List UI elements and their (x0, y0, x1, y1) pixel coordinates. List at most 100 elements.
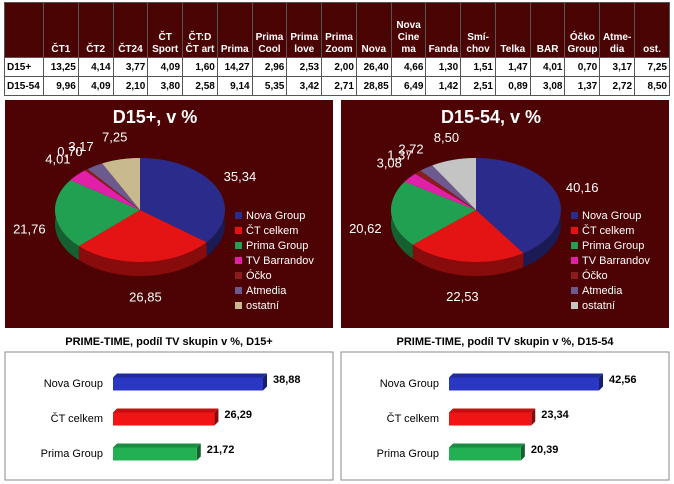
cell: 3,42 (286, 76, 323, 96)
data-label: 26,29 (224, 409, 252, 421)
bar (449, 447, 521, 461)
bar (449, 377, 599, 391)
category-label: Nova Group (380, 378, 439, 390)
legend-label: ČT celkem (246, 224, 298, 237)
column-header: Smí- chov (460, 2, 496, 58)
column-header: Telka (494, 2, 531, 58)
cell: 2,10 (112, 76, 149, 96)
legend-label: TV Barrandov (246, 255, 314, 267)
legend-swatch (235, 242, 242, 249)
bar-top (113, 443, 201, 448)
data-label: 38,88 (273, 374, 301, 386)
category-label: Nova Group (44, 378, 103, 390)
data-label: 40,16 (566, 180, 599, 195)
legend-label: Óčko (582, 269, 608, 282)
cell: 2,72 (599, 76, 636, 96)
category-label: ČT celkem (51, 412, 103, 425)
data-label: 35,34 (224, 169, 257, 184)
bar (113, 412, 215, 426)
chart-title: D15-54, v % (441, 107, 541, 127)
legend-label: Atmedia (582, 285, 623, 297)
slice (404, 173, 476, 210)
legend-label: Óčko (246, 269, 272, 282)
cell: 4,09 (77, 76, 114, 96)
legend-swatch (235, 227, 242, 234)
legend-label: Nova Group (582, 210, 641, 222)
legend-swatch (235, 212, 242, 219)
data-label: 20,39 (531, 444, 559, 456)
data-label: 3,17 (68, 139, 93, 154)
bar-side (214, 408, 219, 426)
slice (87, 163, 140, 210)
legend-swatch (235, 302, 242, 309)
chart-title: D15+, v % (113, 107, 198, 127)
legend-label: Prima Group (582, 240, 644, 252)
category-label: Prima Group (41, 448, 103, 460)
slice (84, 168, 140, 210)
slice (415, 170, 476, 210)
legend-swatch (235, 257, 242, 264)
category-label: Prima Group (377, 448, 439, 460)
cell: 6,49 (390, 76, 427, 96)
legend-swatch (571, 212, 578, 219)
chart-title: PRIME-TIME, podíl TV skupin v %, D15+ (65, 336, 273, 348)
slice (140, 158, 226, 243)
header-row: ČT1 ČT2 ČT24 ČT Sport ČT:D ČT art Prima Prima … (4, 2, 670, 58)
legend-swatch (571, 287, 578, 294)
data-label: 21,76 (13, 221, 46, 236)
bar-top (449, 408, 536, 413)
legend-label: TV Barrandov (582, 255, 650, 267)
bar-top (449, 373, 603, 378)
bar-side (599, 373, 603, 391)
column-header: Nova (355, 2, 392, 58)
column-header: Fanda (425, 2, 462, 58)
data-label: 4,01 (45, 152, 70, 167)
slice (102, 158, 140, 210)
data-label: 7,25 (102, 129, 127, 144)
slice-side (78, 242, 207, 276)
legend-swatch (571, 242, 578, 249)
bar-side (520, 443, 525, 461)
legend-swatch (571, 227, 578, 234)
data-label: 0,70 (57, 144, 82, 159)
data-label: 23,34 (541, 409, 569, 421)
row-label: D15-54 (4, 76, 44, 96)
chart-title: PRIME-TIME, podíl TV skupin v %, D15-54 (397, 336, 615, 348)
data-label: 26,85 (129, 289, 162, 304)
slice (412, 210, 524, 263)
corner-cell (4, 2, 44, 58)
category-label: ČT celkem (387, 412, 439, 425)
column-header: Prima love (286, 2, 323, 58)
bar-top (113, 408, 219, 413)
bar-side (196, 443, 201, 461)
slice (78, 210, 207, 262)
slice (391, 181, 476, 245)
legend-swatch (235, 287, 242, 294)
data-label: 21,72 (207, 444, 235, 456)
legend-label: ostatní (246, 300, 279, 312)
data-label: 1,37 (387, 148, 412, 163)
column-header: BAR (529, 2, 566, 58)
legend-label: Prima Group (246, 240, 308, 252)
bar-top (113, 373, 267, 378)
data-row: D15-54 9,96 4,09 2,10 3,80 2,58 9,14 5,35 3,42 2,… (4, 76, 670, 96)
data-label: 8,50 (434, 130, 459, 145)
bar-side (531, 408, 536, 426)
legend-label: ostatní (582, 300, 615, 312)
bar (113, 447, 197, 461)
bar (113, 377, 263, 391)
legend-label: Nova Group (246, 210, 305, 222)
data-label: 42,56 (609, 374, 637, 386)
column-header: ČT2 (77, 2, 114, 58)
column-header: ČT:D ČT art (182, 2, 218, 58)
slice (70, 170, 140, 210)
legend-swatch (235, 272, 242, 279)
slice (420, 165, 476, 210)
column-header: ČT Sport (147, 2, 184, 58)
cell: 1,37 (564, 76, 601, 96)
data-label: 2,72 (398, 141, 423, 156)
slice-side (412, 244, 524, 276)
slice (476, 158, 561, 254)
